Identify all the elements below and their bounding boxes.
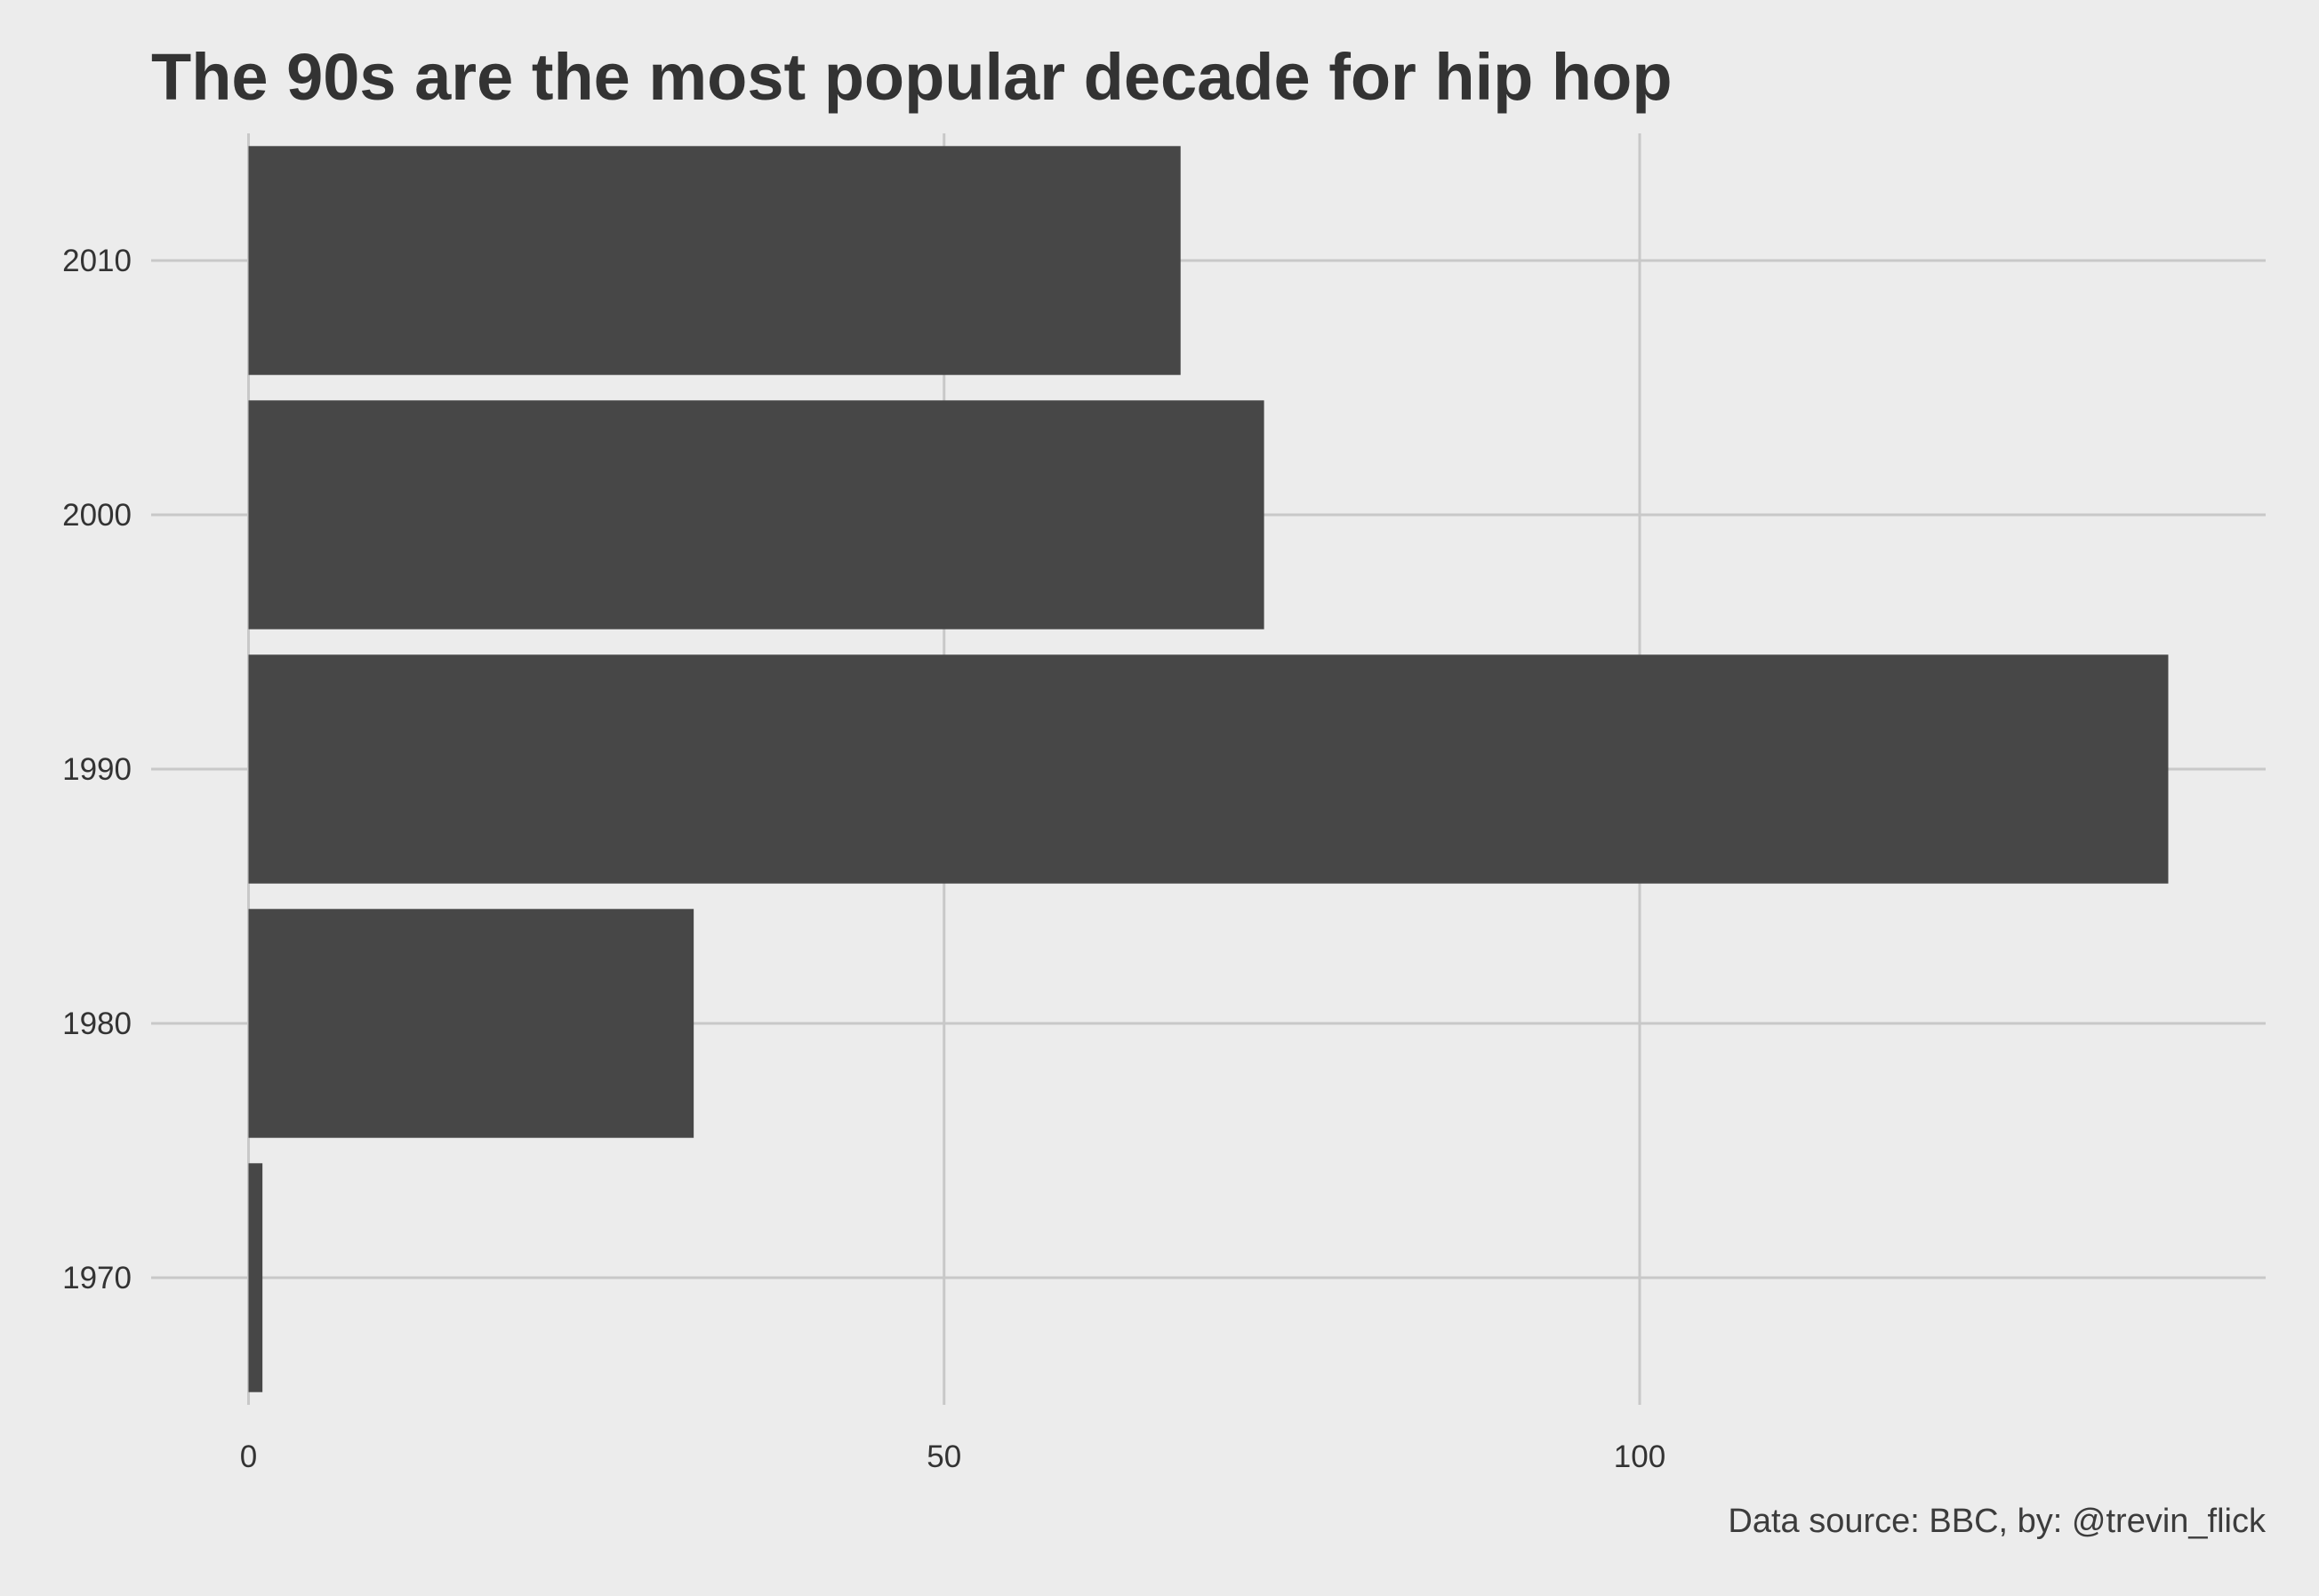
y-tick-label: 2000 — [62, 498, 132, 533]
chart-caption: Data source: BBC, by: @trevin_flick — [1728, 1503, 2266, 1540]
x-tick-label: 50 — [927, 1440, 961, 1474]
x-tick-label: 100 — [1614, 1440, 1665, 1474]
bar-2010 — [248, 146, 1181, 375]
bar-1980 — [248, 909, 694, 1138]
bar-layer — [248, 146, 2169, 1392]
label-layer: 0 50 100 1970 1980 1990 2000 2010 — [62, 244, 1665, 1474]
y-tick-label: 1990 — [62, 752, 132, 787]
bar-2000 — [248, 400, 1264, 630]
x-tick-label: 0 — [240, 1440, 257, 1474]
y-tick-label: 1970 — [62, 1261, 132, 1295]
bar-1990 — [248, 654, 2169, 884]
y-tick-label: 1980 — [62, 1007, 132, 1041]
y-tick-label: 2010 — [62, 244, 132, 278]
bar-1970 — [248, 1163, 263, 1392]
chart-title: The 90s are the most popular decade for … — [151, 40, 1673, 114]
